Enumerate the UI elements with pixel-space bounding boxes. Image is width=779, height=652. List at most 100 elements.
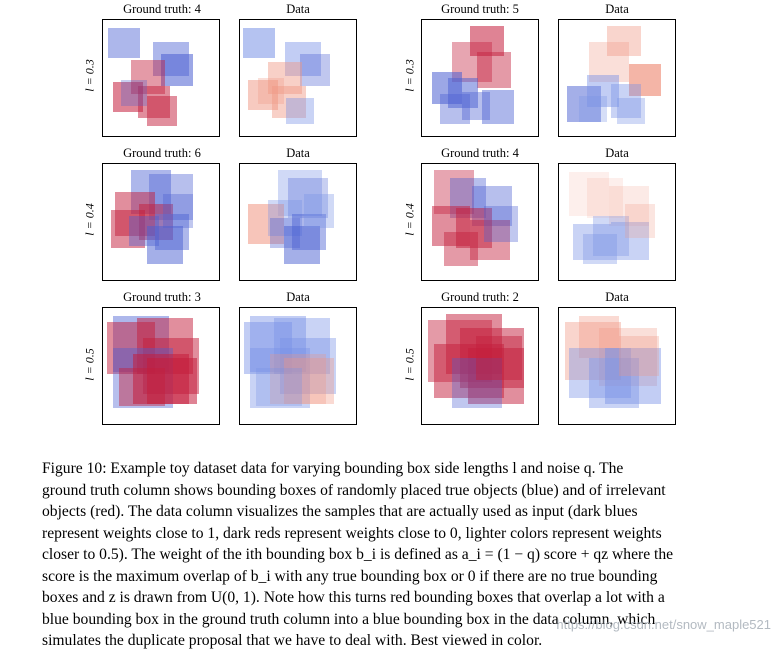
bounding-box [288, 178, 328, 218]
bounding-box [284, 226, 320, 264]
bounding-box [270, 354, 326, 404]
row-label-l04-left: l = 0.4 [82, 203, 97, 236]
title-r2-right-gt: Ground truth: 4 [441, 146, 519, 160]
bounding-box [593, 216, 629, 256]
title-r1-right-data: Data [605, 2, 629, 16]
caption-line-2: ground truth column shows bounding boxes… [42, 481, 666, 499]
bounding-box [250, 348, 310, 408]
bounding-box [119, 368, 165, 406]
bounding-box [462, 92, 490, 120]
row-label-l05-left: l = 0.5 [82, 348, 97, 381]
bounding-box [270, 218, 300, 248]
caption-line-6: score is the maximum overlap of b_i with… [42, 567, 658, 585]
bounding-box [567, 86, 601, 122]
bounding-box [587, 178, 623, 218]
bounding-box [468, 348, 524, 404]
bounding-box [456, 208, 492, 248]
row-label-l05-right: l = 0.5 [402, 348, 417, 381]
bounding-box [607, 26, 641, 56]
bounding-box [300, 54, 330, 86]
bounding-box [452, 358, 502, 408]
bounding-box [569, 172, 609, 216]
bounding-box [248, 204, 284, 244]
panel-r2-left-data [239, 163, 357, 281]
title-r1-left-data: Data [286, 2, 310, 16]
bounding-box [477, 52, 511, 88]
panel-r1-right-data [558, 19, 676, 137]
panel-r3-left-data [239, 307, 357, 425]
watermark: https://blog.csdn.net/snow_maple521 [556, 617, 771, 632]
caption-line-5: closer to 0.5). The weight of the ith bo… [42, 546, 674, 563]
bounding-box [444, 232, 478, 266]
bounding-box [248, 80, 278, 110]
bounding-box [285, 42, 321, 76]
row-label-l04-right: l = 0.4 [402, 203, 417, 236]
panel-r3-right-data [558, 307, 676, 425]
bounding-box [605, 348, 661, 404]
bounding-box [243, 28, 275, 58]
title-r2-left-gt: Ground truth: 6 [123, 146, 201, 160]
title-r3-left-gt: Ground truth: 3 [123, 290, 201, 304]
caption-line-8: blue bounding box in the ground truth co… [42, 610, 656, 628]
caption-line-1: Figure 10: Example toy dataset data for … [42, 460, 624, 477]
caption-line-4: represent weights close to 1, dark reds … [42, 524, 662, 542]
bounding-box [599, 328, 657, 386]
bounding-box [129, 216, 159, 246]
bounding-box [619, 336, 659, 376]
title-r1-right-gt: Ground truth: 5 [441, 2, 519, 16]
bounding-box [470, 26, 504, 56]
title-r3-right-data: Data [605, 290, 629, 304]
title-r3-left-data: Data [286, 290, 310, 304]
bounding-box [611, 84, 641, 118]
bounding-box [147, 226, 183, 264]
bounding-box [617, 98, 645, 124]
bounding-box [108, 28, 140, 58]
bounding-box [284, 358, 334, 404]
bounding-box [250, 316, 306, 372]
bounding-box [278, 170, 322, 216]
bounding-box [304, 194, 334, 228]
bounding-box [629, 64, 661, 96]
panel-r1-right-gt [421, 19, 539, 137]
title-r2-right-data: Data [605, 146, 629, 160]
bounding-box [583, 234, 617, 264]
bounding-box [280, 338, 336, 394]
bounding-box [161, 54, 193, 86]
bounding-box [147, 96, 177, 126]
title-r2-left-data: Data [286, 146, 310, 160]
panel-r3-right-gt [421, 307, 539, 425]
bounding-box [609, 186, 649, 226]
panel-r2-right-gt [421, 163, 539, 281]
bounding-box [611, 222, 649, 260]
bounding-box [440, 94, 470, 124]
row-label-l03-right: l = 0.3 [402, 59, 417, 92]
bounding-box [274, 318, 330, 374]
bounding-box [484, 206, 518, 242]
bounding-box [258, 78, 284, 104]
title-r1-left-gt: Ground truth: 4 [123, 2, 201, 16]
bounding-box [589, 358, 639, 408]
bounding-box [272, 86, 306, 118]
bounding-box [121, 80, 147, 106]
bounding-box [470, 220, 510, 260]
caption-line-3: objects (red). The data column visualize… [42, 503, 638, 520]
bounding-box [625, 204, 655, 238]
panel-r2-right-data [558, 163, 676, 281]
title-r3-right-gt: Ground truth: 2 [441, 290, 519, 304]
panel-r1-left-data [239, 19, 357, 137]
bounding-box [587, 75, 619, 107]
bounding-box [448, 78, 478, 108]
caption-line-9: simulates the duplicate proposal that we… [42, 632, 543, 649]
panel-r3-left-gt [102, 307, 220, 425]
bounding-box [482, 90, 514, 124]
bounding-box [573, 224, 611, 260]
bounding-box [256, 368, 302, 406]
bounding-box [147, 358, 197, 404]
figure-caption: Figure 10: Example toy dataset data for … [42, 458, 742, 652]
bounding-box [569, 348, 631, 398]
panel-r1-left-gt [102, 19, 220, 137]
bounding-box [579, 96, 607, 122]
bounding-box [579, 316, 619, 358]
bounding-box [163, 194, 193, 228]
bounding-box [244, 322, 292, 374]
